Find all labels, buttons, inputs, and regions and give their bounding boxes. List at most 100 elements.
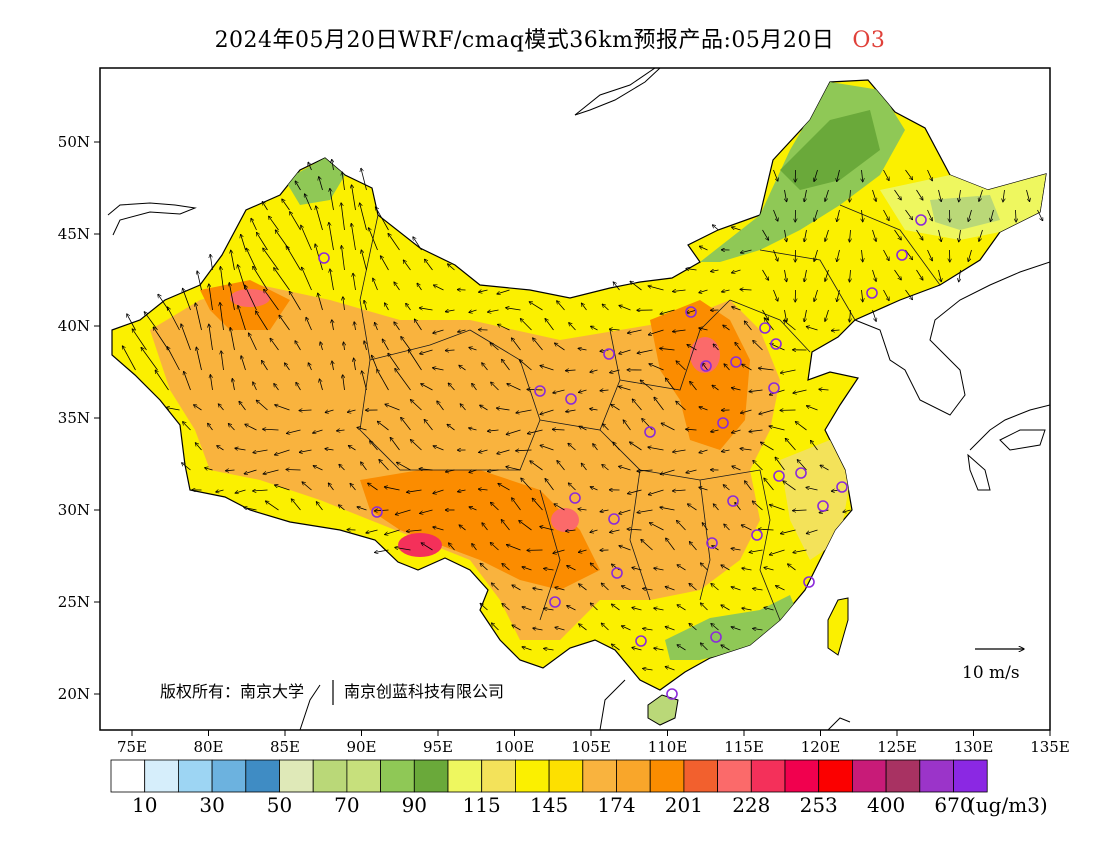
wind-arrow [578, 348, 587, 350]
wind-arrow [425, 259, 433, 271]
longitude-axis: 75E 80E 85E 90E 95E 100E 105E 110E 115E 120E 125E 1… [117, 730, 1070, 756]
wind-arrow [487, 470, 499, 472]
wind-arrow [590, 603, 598, 611]
wind-arrow [785, 438, 796, 451]
wind-arrow [410, 400, 422, 411]
wind-arrow [406, 303, 411, 311]
station-marker [666, 688, 678, 700]
wind-arrow [640, 380, 653, 391]
station-marker [710, 631, 722, 643]
wind-arrow [372, 355, 378, 371]
wind-arrow [348, 446, 356, 451]
station-markers [318, 214, 927, 700]
wind-arrow [700, 643, 708, 651]
station-marker [569, 492, 581, 504]
wind-arrow [394, 322, 400, 331]
station-marker [611, 567, 623, 579]
wind-arrow [1037, 209, 1043, 221]
wind-arrow [590, 530, 598, 532]
wind-arrow [619, 466, 631, 471]
legend-tick-label: 50 [267, 793, 292, 817]
wind-arrow [395, 547, 411, 551]
wind-arrow [480, 603, 488, 611]
wind-arrow [1016, 209, 1017, 222]
lon-tick-label: 130E [954, 738, 994, 756]
wind-arrow [744, 321, 752, 331]
lon-tick-label: 95E [423, 738, 453, 756]
wind-arrow [872, 189, 877, 201]
wind-arrow [540, 409, 554, 414]
wind-arrow [343, 375, 345, 391]
station-marker [706, 537, 718, 549]
wind-arrow [532, 498, 543, 511]
legend-swatch [177, 759, 213, 793]
wind-arrow [235, 489, 246, 493]
station-marker [896, 249, 908, 261]
wind-arrow [491, 623, 499, 631]
wind-arrow [445, 350, 455, 351]
wind-arrow [749, 390, 763, 392]
wind-arrow [231, 250, 235, 271]
wind-arrow [544, 648, 554, 650]
wind-arrow [209, 284, 213, 311]
wind-arrow [686, 469, 697, 473]
wind-arrow [369, 228, 378, 251]
wind-arrow [968, 249, 972, 262]
title-main: 2024年05月20日WRF/cmaq模式36km预报产品:05月20日 [214, 28, 835, 53]
wind-arrow [419, 308, 433, 311]
wind-arrow [557, 461, 565, 471]
wind-arrow [183, 288, 191, 311]
wind-arrow [437, 401, 444, 411]
wind-arrow [862, 249, 863, 262]
wind-arrow [649, 364, 664, 371]
wind-arrow [377, 421, 389, 431]
wind-arrow [216, 490, 224, 492]
wind-arrow [661, 423, 675, 431]
wind-arrow [264, 289, 279, 311]
wind-arrow [775, 457, 785, 471]
wind-arrow [628, 489, 642, 494]
wind-arrow [600, 390, 609, 391]
wind-arrow [511, 338, 521, 351]
wind-arrow [506, 429, 521, 435]
wind-arrow [648, 447, 664, 451]
wind-arrow [289, 291, 301, 311]
wind-arrow [512, 625, 521, 631]
wind-arrow [811, 440, 818, 451]
wind-arrow [545, 319, 554, 331]
wind-arrow [872, 269, 877, 281]
legend-tick-label: 145 [530, 793, 568, 817]
wind-arrow [613, 282, 620, 291]
wind-arrow [648, 489, 664, 495]
wind-arrow [927, 169, 933, 181]
wind-arrow [752, 501, 763, 511]
legend-swatch [515, 759, 550, 793]
wind-arrow [567, 606, 576, 611]
legend-colorbar [110, 759, 988, 793]
station-marker [751, 529, 763, 541]
wind-arrow [654, 397, 664, 411]
wind-arrow [712, 225, 719, 231]
wind-arrow [469, 310, 477, 313]
wind-arrow [938, 269, 942, 282]
wind-arrow [228, 424, 235, 431]
wind-arrow [806, 487, 818, 491]
lon-tick-label: 100E [495, 738, 535, 756]
wind-arrow [804, 229, 807, 242]
wind-arrow [519, 520, 532, 531]
wind-arrow [590, 370, 598, 372]
wind-arrow [263, 248, 279, 271]
wind-arrow [611, 604, 620, 611]
wind-arrow [654, 568, 664, 570]
wind-arrow [286, 246, 301, 271]
wind-arrow [375, 322, 378, 331]
wind-arrow [837, 249, 840, 262]
wind-arrow [218, 404, 224, 411]
wind-arrow [630, 442, 642, 451]
wind-arrow [516, 450, 532, 451]
wind-arrow [533, 338, 543, 351]
wind-arrow [721, 645, 730, 651]
wind-arrow [686, 429, 697, 430]
wind-arrow [382, 339, 389, 351]
lon-tick-label: 105E [571, 738, 611, 756]
